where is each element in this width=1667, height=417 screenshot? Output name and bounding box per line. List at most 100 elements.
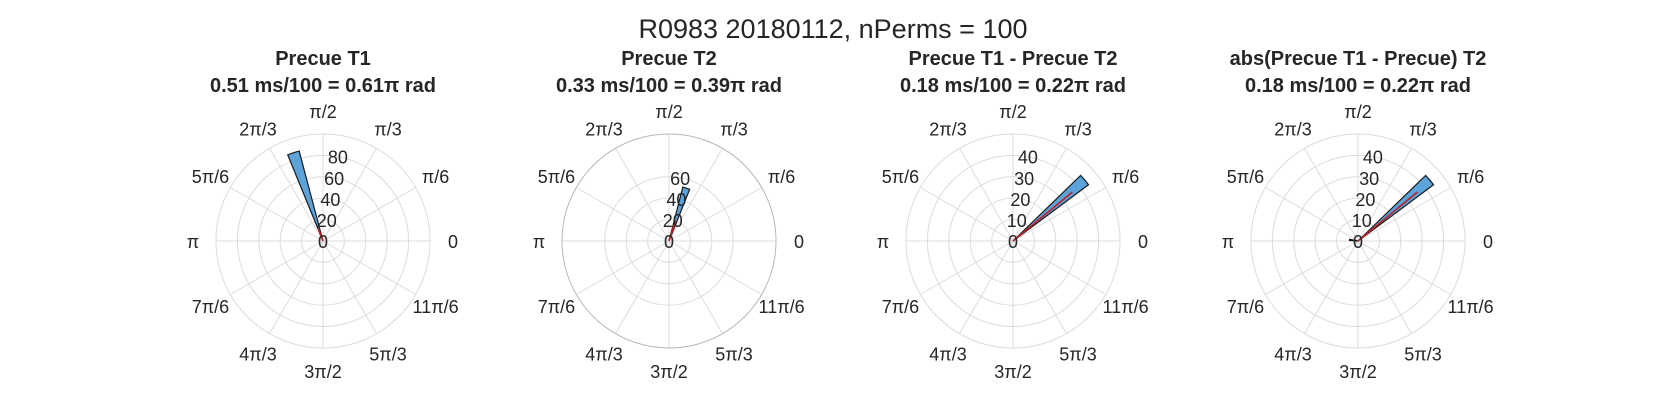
theta-tick-label: 11π/6	[413, 297, 459, 317]
theta-grid-line	[959, 148, 1014, 242]
theta-tick-label: 7π/6	[192, 297, 229, 317]
chart-title-line2: 0.33 ms/100 = 0.39π rad	[556, 75, 782, 97]
r-grid-ring	[1293, 176, 1423, 306]
r-tick-label: 40	[1363, 148, 1383, 168]
theta-tick-label: 5π/6	[882, 167, 919, 187]
theta-tick-label: π/2	[655, 102, 682, 122]
theta-tick-label: 11π/6	[759, 297, 805, 317]
theta-grid-line	[959, 240, 1014, 334]
theta-tick-label: π/3	[720, 119, 747, 139]
theta-grid-line	[920, 240, 1014, 295]
r-tick-label: 20	[1355, 190, 1375, 210]
r-tick-label: 60	[324, 169, 344, 189]
theta-tick-label: π/6	[422, 167, 449, 187]
theta-tick-label: π/6	[768, 167, 795, 187]
histogram-bar	[1348, 238, 1359, 242]
theta-tick-label: π/6	[1457, 167, 1484, 187]
chart-title-line1: Precue T2	[621, 48, 717, 70]
theta-tick-label: 11π/6	[1103, 297, 1149, 317]
theta-tick-label: 11π/6	[1448, 297, 1494, 317]
theta-tick-label: 7π/6	[882, 297, 919, 317]
theta-grid-line	[576, 240, 670, 295]
r-tick-label: 40	[1018, 148, 1038, 168]
theta-grid-line	[322, 240, 416, 295]
theta-grid-line	[1357, 240, 1412, 334]
theta-tick-label: 3π/2	[994, 362, 1031, 382]
mean-vector-line	[1357, 191, 1418, 242]
theta-grid-line	[920, 187, 1014, 242]
theta-grid-line	[1357, 148, 1412, 242]
theta-tick-label: 4π/3	[585, 345, 622, 365]
theta-grid-line	[1012, 240, 1106, 295]
r-tick-label: 10	[1007, 211, 1027, 231]
theta-tick-label: 0	[794, 232, 804, 252]
mean-vector-line	[1012, 191, 1073, 242]
r-grid-ring	[279, 197, 367, 285]
theta-tick-label: 0	[448, 232, 458, 252]
r-tick-label: 0	[1008, 232, 1018, 252]
chart-title-line1: Precue T1 - Precue T2	[909, 48, 1118, 70]
theta-tick-label: 3π/2	[650, 362, 687, 382]
theta-tick-label: 2π/3	[929, 119, 966, 139]
theta-tick-label: π/2	[309, 102, 336, 122]
r-grid-ring	[1271, 154, 1445, 328]
r-tick-label: 20	[1010, 190, 1030, 210]
theta-tick-label: 2π/3	[585, 119, 622, 139]
theta-grid-line	[1012, 240, 1067, 334]
theta-grid-line	[576, 187, 670, 242]
polar-plot: 02040600π/6π/3π/22π/35π/6π7π/64π/33π/25π…	[533, 102, 805, 382]
theta-grid-line	[322, 187, 416, 242]
theta-tick-label: 5π/3	[715, 345, 752, 365]
theta-tick-label: 5π/3	[1404, 345, 1441, 365]
theta-tick-label: 0	[1138, 232, 1148, 252]
theta-tick-label: 5π/3	[369, 345, 406, 365]
theta-grid-line	[1304, 148, 1359, 242]
r-tick-label: 20	[317, 211, 337, 231]
polar-plot: 0102030400π/6π/3π/22π/35π/6π7π/64π/33π/2…	[877, 102, 1149, 382]
chart-title-line1: abs(Precue T1 - Precue) T2	[1230, 48, 1487, 70]
theta-tick-label: 5π/6	[192, 167, 229, 187]
theta-grid-line	[1265, 187, 1359, 242]
theta-tick-label: 5π/3	[1059, 345, 1096, 365]
theta-grid-line	[322, 148, 377, 242]
theta-grid-line	[269, 240, 324, 334]
theta-tick-label: π/2	[1344, 102, 1371, 122]
theta-tick-label: 0	[1483, 232, 1493, 252]
theta-grid-line	[668, 187, 762, 242]
theta-tick-label: 4π/3	[1274, 345, 1311, 365]
theta-tick-label: π/3	[1409, 119, 1436, 139]
r-tick-label: 80	[328, 148, 348, 168]
r-tick-label: 0	[318, 232, 328, 252]
theta-tick-label: 5π/6	[1227, 167, 1264, 187]
theta-tick-label: 4π/3	[929, 345, 966, 365]
theta-tick-label: π	[1222, 232, 1234, 252]
chart-title-line2: 0.18 ms/100 = 0.22π rad	[1245, 75, 1471, 97]
theta-tick-label: π	[877, 232, 889, 252]
r-tick-label: 40	[320, 190, 340, 210]
theta-grid-line	[615, 148, 670, 242]
chart-title-line2: 0.51 ms/100 = 0.61π rad	[210, 75, 436, 97]
polar-plot: 0102030400π/6π/3π/22π/35π/6π7π/64π/33π/2…	[1222, 102, 1494, 382]
theta-grid-line	[1012, 187, 1106, 242]
r-tick-label: 60	[670, 169, 690, 189]
polar-outer-ring	[1250, 133, 1466, 349]
theta-tick-label: 2π/3	[239, 119, 276, 139]
theta-grid-line	[668, 148, 723, 242]
mean-vector-line	[668, 220, 677, 242]
polar-chart-1: Precue T1 0.51 ms/100 = 0.61π rad 020406…	[187, 48, 459, 382]
r-tick-label: 30	[1014, 169, 1034, 189]
polar-plot: 0204060800π/6π/3π/22π/35π/6π7π/64π/33π/2…	[187, 102, 459, 382]
theta-grid-line	[668, 240, 723, 334]
theta-grid-line	[230, 187, 324, 242]
theta-tick-label: 3π/2	[304, 362, 341, 382]
r-grid-ring	[604, 176, 734, 306]
polar-chart-2: Precue T2 0.33 ms/100 = 0.39π rad 020406…	[533, 48, 805, 382]
theta-grid-line	[668, 240, 762, 295]
r-tick-label: 0	[664, 232, 674, 252]
r-grid-ring	[301, 219, 345, 263]
r-tick-label: 0	[1353, 232, 1363, 252]
polar-outer-ring	[905, 133, 1121, 349]
theta-tick-label: π/2	[999, 102, 1026, 122]
histogram-bar	[286, 150, 324, 242]
theta-tick-label: π	[533, 232, 545, 252]
